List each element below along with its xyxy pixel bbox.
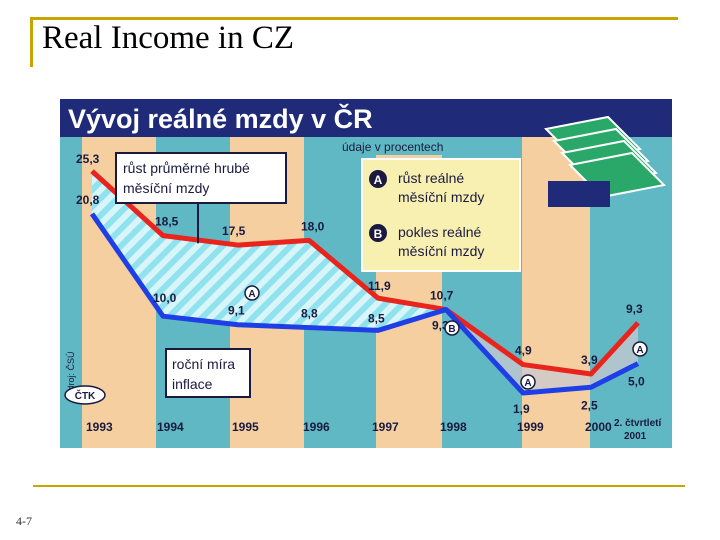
x-tick-label: 2001: [624, 431, 647, 442]
wage-chart: Vývoj reálné mzdy v ČR údaje v procentech…: [60, 99, 672, 448]
footer-rule: [33, 485, 685, 487]
x-tick-label: 1993: [86, 420, 113, 434]
wage-callout-text: růst průměrné hrubé: [123, 160, 250, 176]
x-tick-label: 2000: [585, 420, 612, 434]
legend-marker-letter: B: [374, 227, 383, 241]
wage-data-label: 18,0: [301, 219, 325, 233]
chart-marker-a: [244, 285, 260, 301]
wage-data-label: 11,9: [368, 279, 391, 293]
wage-callout-box: [115, 152, 287, 204]
x-tick-label: 1998: [440, 420, 467, 434]
x-tick-label: 1997: [372, 420, 399, 434]
inflation-data-label: 20,8: [76, 193, 100, 207]
real-wage-growth-area: [92, 171, 446, 331]
legend-box: [361, 158, 521, 272]
banknote-shadow: [548, 181, 610, 207]
ctk-logo-text: ČTK: [75, 389, 96, 402]
chart-marker-a: [632, 341, 648, 357]
inflation-data-label: 10,0: [153, 291, 177, 305]
wage-callout-text: měsíční mzdy: [123, 180, 209, 196]
wage-data-label: 9,3: [626, 302, 643, 316]
x-tick-label: 2. čtvrtletí: [614, 418, 662, 429]
inflation-data-label: 9,1: [228, 304, 245, 318]
title-frame-top: [30, 17, 678, 20]
legend-marker-b: [369, 224, 387, 242]
legend-marker-a: [369, 170, 387, 188]
chart-marker-letter: A: [248, 289, 255, 300]
legend-text: růst reálné: [398, 170, 464, 186]
legend-marker-letter: A: [374, 173, 383, 187]
chart-marker-a: [520, 374, 536, 390]
inflation-line: [89, 212, 640, 396]
chart-title: Vývoj reálné mzdy v ČR: [68, 103, 373, 134]
inflation-data-label: 5,0: [628, 375, 645, 389]
inflation-data-label: 1,9: [513, 402, 530, 416]
legend-text: měsíční mzdy: [398, 243, 484, 259]
wage-data-label: 4,9: [515, 344, 532, 358]
legend-text: pokles reálné: [398, 224, 481, 240]
inflation-callout-text: roční míra: [172, 356, 235, 372]
legend-text: měsíční mzdy: [398, 189, 484, 205]
wage-data-label: 17,5: [222, 224, 246, 238]
chart-subtitle: údaje v procentech: [342, 140, 443, 154]
real-wage-late-area: [446, 309, 638, 393]
slide-title: Real Income in CZ: [42, 20, 295, 56]
wage-data-label: 3,9: [581, 353, 598, 367]
ctk-logo: [64, 385, 106, 405]
page-number: 4-7: [16, 514, 32, 528]
wage-data-label: 25,3: [76, 152, 100, 166]
x-tick-label: 1994: [157, 420, 184, 434]
x-tick-label: 1996: [303, 420, 330, 434]
source-label: zdroj: ČSÚ: [66, 351, 76, 395]
inflation-data-label: 2,5: [581, 398, 598, 412]
inflation-callout-box: [165, 348, 251, 398]
title-frame-left: [30, 17, 33, 67]
wage-data-label: 18,5: [155, 215, 179, 229]
subtitle-tab: [336, 137, 476, 155]
inflation-data-label: 8,5: [368, 311, 385, 325]
chart-marker-letter: A: [636, 345, 643, 356]
inflation-callout-text: inflace: [172, 376, 213, 392]
x-tick-label: 1999: [517, 420, 544, 434]
wage-growth-line: [90, 169, 640, 377]
x-tick-label: 1995: [232, 420, 259, 434]
inflation-data-label: 8,8: [301, 307, 318, 321]
wage-data-label: 10,7: [430, 289, 454, 303]
chart-marker-b: [444, 320, 460, 336]
chart-marker-letter: A: [524, 378, 531, 389]
chart-marker-letter: B: [448, 324, 455, 335]
